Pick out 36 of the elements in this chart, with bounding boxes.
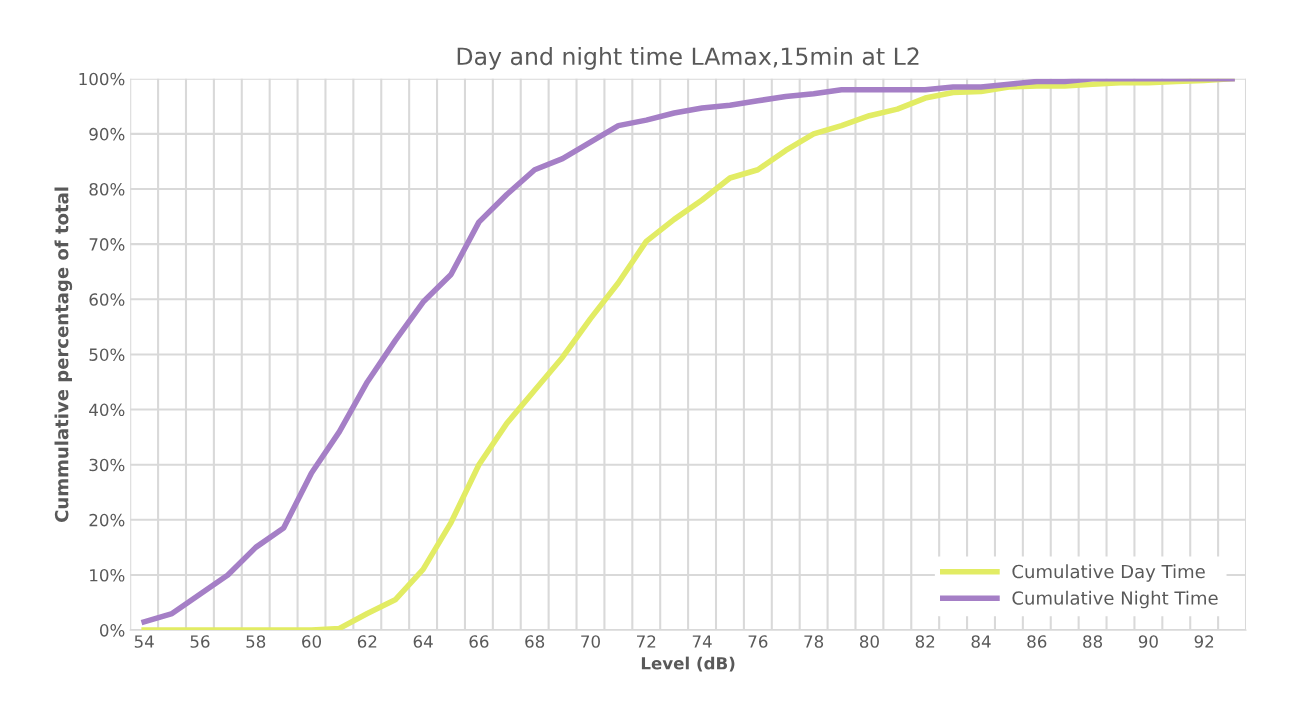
y-tick-label: 20% xyxy=(89,513,125,527)
x-tick-label: 56 xyxy=(190,635,210,648)
legend-label: Cumulative Day Time xyxy=(1012,564,1205,582)
x-tick-label: 64 xyxy=(413,635,433,648)
x-tick-label: 82 xyxy=(915,635,935,648)
x-tick-label: 84 xyxy=(971,635,991,648)
x-tick-label: 68 xyxy=(525,635,545,648)
y-tick-label: 100% xyxy=(79,72,125,86)
x-tick-label: 76 xyxy=(748,635,768,648)
y-tick-label: 30% xyxy=(89,458,125,472)
y-tick-label: 70% xyxy=(89,238,125,251)
x-tick-label: 54 xyxy=(134,635,154,648)
chart-title: Day and night time LAmax,15min at L2 xyxy=(457,46,919,70)
x-tick-label: 86 xyxy=(1027,635,1047,648)
x-tick-label: 72 xyxy=(637,635,656,648)
x-tick-label: 74 xyxy=(692,635,712,648)
x-axis-title: Level (dB) xyxy=(641,656,735,672)
x-tick-label: 80 xyxy=(859,635,879,648)
y-tick-label: 50% xyxy=(89,348,125,361)
y-tick-label: 80% xyxy=(89,182,125,196)
x-tick-label: 90 xyxy=(1138,635,1158,648)
x-tick-label: 58 xyxy=(246,635,266,648)
y-tick-label: 60% xyxy=(89,293,125,306)
y-axis-title: Cummulative percentage of total xyxy=(54,187,73,522)
legend-label: Cumulative Night Time xyxy=(1012,590,1218,609)
y-tick-label: 40% xyxy=(89,403,125,417)
y-tick-label: 90% xyxy=(89,127,125,141)
x-tick-label: 62 xyxy=(357,635,377,648)
x-tick-label: 70 xyxy=(581,635,600,648)
y-tick-label: 10% xyxy=(90,568,125,582)
x-tick-label: 88 xyxy=(1083,635,1103,648)
x-tick-label: 60 xyxy=(302,635,322,648)
x-tick-label: 78 xyxy=(804,635,824,648)
x-tick-label: 66 xyxy=(469,635,489,648)
y-tick-label: 0% xyxy=(100,624,125,637)
x-tick-label: 92 xyxy=(1194,635,1214,648)
